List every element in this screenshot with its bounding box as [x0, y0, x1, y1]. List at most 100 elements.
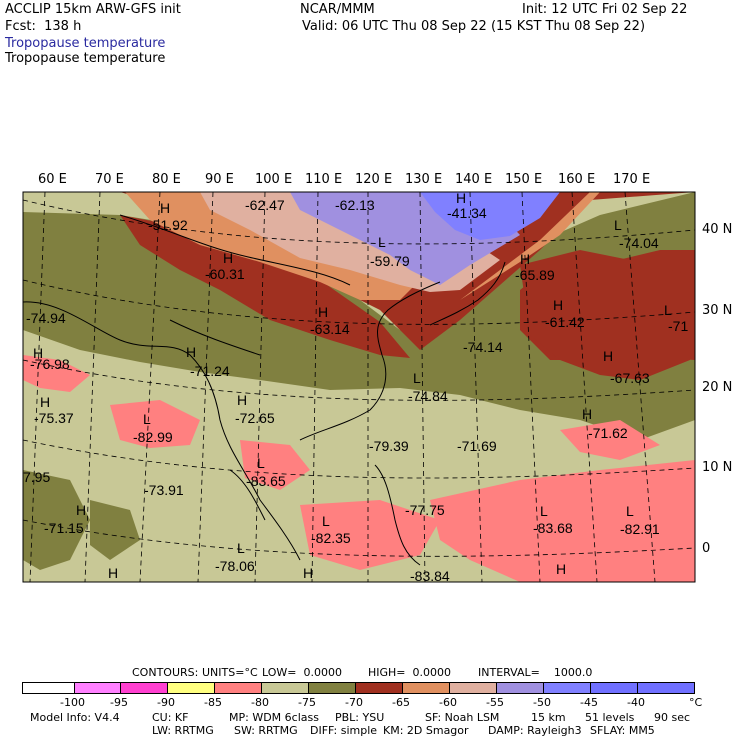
coastline — [429, 261, 506, 326]
colorbar-swatch — [22, 682, 75, 694]
map-label: -71.15 — [44, 520, 84, 536]
map-frame — [22, 191, 696, 583]
colorbar-swatch — [496, 682, 544, 694]
map-label: -82.91 — [620, 521, 660, 537]
shade-minus70 — [23, 470, 90, 570]
map-label: H — [108, 565, 118, 581]
shade-minus60 — [460, 192, 600, 300]
map-label: -59.79 — [370, 253, 410, 269]
map-label: 7.95 — [23, 469, 50, 485]
parallel-line — [22, 359, 696, 401]
footer-item: SF: Noah LSM — [425, 711, 500, 724]
map-label: H — [556, 561, 566, 577]
interval-label: INTERVAL= 1000.0 — [478, 666, 593, 679]
map-label: H — [237, 392, 247, 408]
meridian-line — [624, 191, 656, 583]
meridian-line — [29, 191, 46, 583]
contours-label: CONTOURS: — [132, 666, 199, 679]
map-label: L — [626, 503, 634, 519]
meridian-line — [254, 191, 266, 583]
colorbar-swatch — [590, 682, 638, 694]
map-label: -79.39 — [369, 438, 409, 454]
map-label: -75.37 — [34, 410, 74, 426]
lon-label: 130 E — [405, 172, 443, 187]
map-label: H — [456, 190, 466, 206]
country-border — [119, 214, 351, 286]
coastline — [299, 281, 441, 441]
footer-item: 51 levels — [585, 711, 635, 724]
map-label: -63.14 — [310, 321, 350, 337]
country-border — [169, 319, 261, 356]
map-label: L — [322, 513, 330, 529]
map-label: H — [186, 344, 196, 360]
field-title-blue: Tropopause temperature — [5, 36, 166, 51]
parallel-line — [22, 199, 696, 245]
map-label: -74.04 — [619, 235, 659, 251]
map-label: H — [582, 406, 592, 422]
colorbar-tick: -55 — [486, 696, 504, 709]
init-time: Init: 12 UTC Fri 02 Sep 22 — [522, 2, 688, 17]
forecast-hour: Fcst: 138 h — [5, 19, 82, 34]
colorbar-tick: -95 — [110, 696, 128, 709]
map-label: -77.75 — [405, 502, 445, 518]
parallel-line — [22, 439, 696, 479]
meridian-line — [469, 191, 483, 583]
map-label: H — [223, 250, 233, 266]
lon-label: 70 E — [95, 172, 124, 187]
colorbar-tick: -80 — [251, 696, 269, 709]
shade-minus70 — [90, 500, 140, 560]
colorbar-swatch — [308, 682, 356, 694]
map-label: H — [33, 345, 43, 361]
map-label: L — [257, 455, 265, 471]
shade-minus65 — [520, 250, 690, 380]
colorbar-swatch — [74, 682, 121, 694]
colorbar-tick: -85 — [204, 696, 222, 709]
shade-minus80 — [23, 355, 90, 392]
lon-label: 100 E — [255, 172, 293, 187]
footer-item: 15 km — [531, 711, 566, 724]
map-label: L — [664, 302, 672, 318]
colorbar-unit: °C — [689, 696, 703, 709]
colorbar-swatch — [402, 682, 450, 694]
colorbar-swatch — [637, 682, 695, 694]
map-label: L — [614, 217, 622, 233]
map-label: -67.63 — [610, 370, 650, 386]
map-label: -71.69 — [457, 438, 497, 454]
colorbar-tick: -75 — [298, 696, 316, 709]
map-label: H — [160, 200, 170, 216]
lon-label: 140 E — [455, 172, 493, 187]
coastline — [374, 464, 421, 566]
map-label: -78.06 — [215, 558, 255, 574]
map-label: -51.92 — [148, 217, 188, 233]
footer-item: DAMP: Rayleigh3 — [488, 724, 582, 737]
map-label: H — [40, 394, 50, 410]
colorbar-tick: -40 — [627, 696, 645, 709]
lon-label: 90 E — [205, 172, 234, 187]
map-label: -65.89 — [515, 267, 555, 283]
footer-item: PBL: YSU — [335, 711, 385, 724]
map-label: H — [303, 565, 313, 581]
parallel-line — [22, 279, 696, 325]
map-label: -74.84 — [408, 388, 448, 404]
map-label: -82.99 — [133, 429, 173, 445]
colorbar-swatch — [449, 682, 497, 694]
colorbar-swatch — [261, 682, 309, 694]
map-label: L — [143, 411, 151, 427]
footer-item: KM: 2D Smagor — [383, 724, 469, 737]
colorbar-swatch — [355, 682, 403, 694]
map-label: -74.14 — [463, 339, 503, 355]
lon-label: 110 E — [305, 172, 343, 187]
footer-item: SW: RRTMG — [234, 724, 298, 737]
shade-minus80 — [300, 500, 440, 570]
map-label: -74.94 — [26, 310, 66, 326]
lon-label: 120 E — [355, 172, 393, 187]
footer-item: 90 sec — [654, 711, 691, 724]
lat-label: 30 N — [702, 303, 733, 318]
lon-label: 170 E — [613, 172, 651, 187]
map-label: -71.24 — [190, 363, 230, 379]
meridian-line — [311, 191, 319, 583]
shade-minus80 — [240, 440, 310, 490]
map-label: L — [540, 503, 548, 519]
colorbar-tick: -60 — [439, 696, 457, 709]
colorbar-tick: -70 — [345, 696, 363, 709]
